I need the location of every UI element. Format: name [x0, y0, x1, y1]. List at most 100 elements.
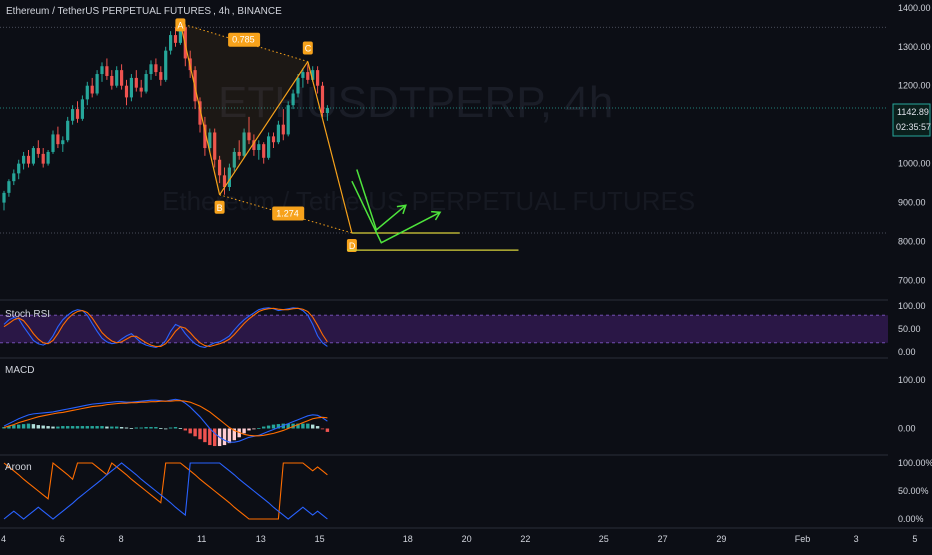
candle[interactable] [242, 132, 246, 156]
candle[interactable] [232, 151, 236, 168]
price-tick-label: 700.00 [898, 276, 926, 286]
candle[interactable] [129, 77, 133, 98]
candle[interactable] [149, 64, 153, 75]
candle[interactable] [257, 144, 261, 150]
candle[interactable] [213, 132, 217, 160]
macd-histogram-bar [110, 426, 114, 429]
candle[interactable] [169, 35, 173, 51]
candle[interactable] [222, 175, 227, 188]
macd-histogram-bar [262, 426, 266, 429]
candle[interactable] [276, 124, 280, 143]
macd-signal-line[interactable] [3, 400, 328, 437]
pattern-point-label: C [305, 44, 312, 54]
macd-histogram-bar [164, 428, 168, 430]
candle[interactable] [267, 136, 271, 158]
macd-histogram-bar [129, 428, 134, 429]
stoch-rsi-d-line[interactable] [3, 307, 328, 348]
candle[interactable] [154, 64, 158, 73]
candle[interactable] [139, 87, 143, 92]
candle[interactable] [208, 132, 212, 149]
candle[interactable] [12, 173, 16, 182]
candle[interactable] [110, 75, 114, 86]
candle[interactable] [281, 124, 285, 135]
stoch-rsi-label[interactable]: Stoch RSI [5, 309, 51, 320]
stoch-rsi-pane[interactable] [0, 307, 888, 348]
time-tick-label: 18 [403, 534, 413, 544]
candle[interactable] [22, 155, 26, 164]
time-axis[interactable]: 4 6 8 11 13 15 18 20 22 25 27 29 Feb 3 5 [0, 527, 932, 544]
candle[interactable] [178, 27, 182, 43]
candle[interactable] [291, 93, 295, 106]
candle[interactable] [61, 140, 65, 145]
projection-arrow[interactable] [351, 180, 441, 244]
price-tick-label: 800.00 [898, 237, 926, 247]
candle[interactable] [306, 72, 310, 80]
candle[interactable] [198, 101, 202, 125]
candle[interactable] [7, 181, 11, 193]
candle[interactable] [2, 192, 6, 203]
aroon-pane[interactable] [3, 461, 328, 520]
candle[interactable] [316, 70, 320, 86]
candle[interactable] [134, 77, 138, 88]
time-tick-label: 5 [912, 534, 917, 544]
candle[interactable] [286, 105, 290, 135]
candle[interactable] [80, 99, 84, 119]
candle[interactable] [26, 155, 31, 164]
aroon-up-line[interactable] [3, 461, 328, 520]
candle[interactable] [262, 144, 266, 158]
candle[interactable] [320, 85, 325, 113]
macd-histogram-bar [17, 424, 21, 429]
candle[interactable] [31, 148, 35, 164]
macd-pane[interactable] [2, 398, 330, 447]
projection-arrow[interactable] [356, 169, 407, 232]
candle[interactable] [71, 109, 75, 121]
candle[interactable] [227, 167, 231, 188]
candle[interactable] [301, 72, 305, 78]
aroon-label[interactable]: Aroon [5, 462, 32, 473]
harmonic-pattern[interactable]: 0.785 1.274 A B C D [175, 18, 519, 252]
candle[interactable] [100, 66, 104, 75]
candle[interactable] [296, 77, 300, 94]
candle[interactable] [271, 136, 276, 143]
aroon-down-line[interactable] [3, 462, 328, 520]
candle[interactable] [237, 151, 241, 156]
pattern-point-label: A [177, 20, 183, 30]
candle[interactable] [144, 74, 148, 92]
macd-histogram-bar [149, 427, 153, 429]
candle[interactable] [120, 70, 124, 86]
macd-label[interactable]: MACD [5, 365, 35, 376]
candle[interactable] [252, 140, 256, 150]
time-tick-label: 6 [60, 534, 65, 544]
candle[interactable] [95, 74, 99, 94]
symbol-title[interactable]: Ethereum / TetherUS PERPETUAL FUTURES, 4… [6, 6, 282, 17]
candle[interactable] [124, 85, 129, 98]
candle[interactable] [105, 66, 109, 76]
candle[interactable] [218, 159, 222, 176]
candle[interactable] [164, 50, 168, 80]
candle[interactable] [203, 124, 207, 149]
candle[interactable] [56, 134, 60, 145]
candle[interactable] [325, 107, 329, 113]
macd-histogram-bar [266, 425, 271, 429]
macd-histogram-bar [252, 428, 256, 430]
macd-histogram-bar [144, 427, 148, 429]
candle[interactable] [85, 85, 89, 100]
candle[interactable] [51, 134, 55, 152]
candle[interactable] [115, 70, 119, 86]
candle[interactable] [173, 35, 178, 43]
candle[interactable] [75, 109, 80, 119]
candle[interactable] [66, 120, 70, 141]
candle[interactable] [36, 148, 40, 154]
candle[interactable] [46, 151, 50, 164]
candle[interactable] [17, 163, 21, 174]
time-tick-label: 4 [1, 534, 6, 544]
candle[interactable] [159, 72, 163, 80]
candle[interactable] [90, 85, 94, 94]
candle[interactable] [247, 132, 251, 141]
ratio-badge [272, 206, 305, 221]
candle[interactable] [41, 153, 45, 164]
macd-histogram-bar [213, 428, 217, 447]
candle[interactable] [311, 70, 315, 80]
